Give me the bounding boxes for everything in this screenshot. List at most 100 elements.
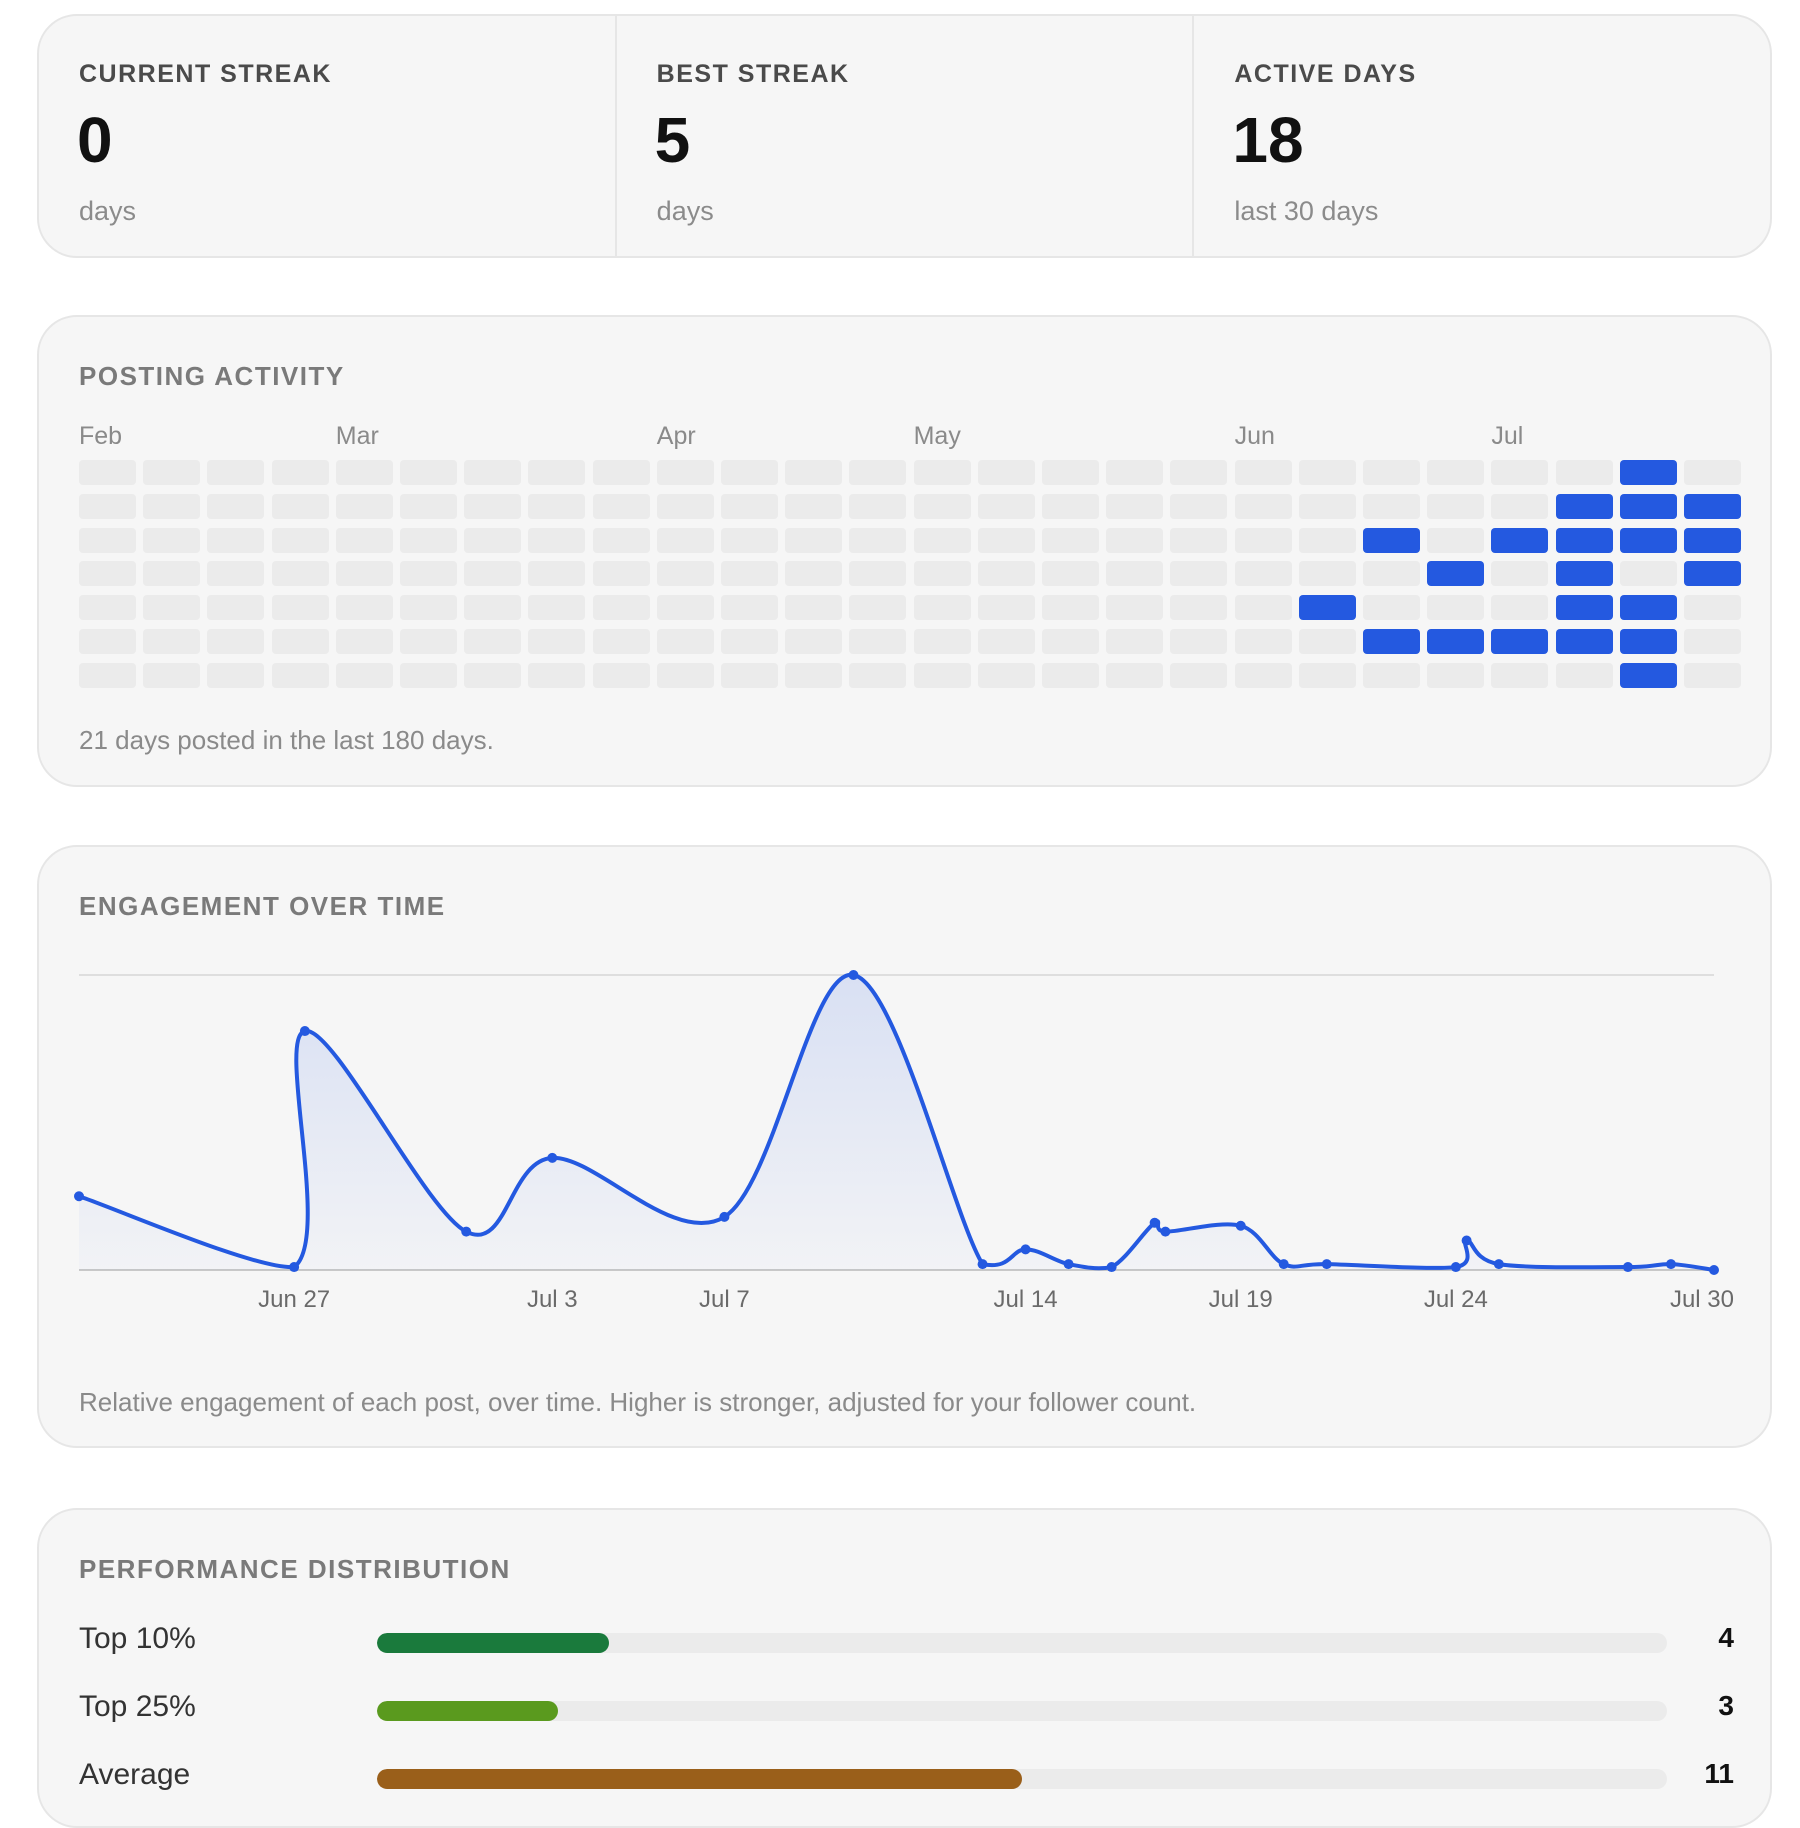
activity-cell-active xyxy=(1619,662,1677,688)
activity-cell xyxy=(143,662,201,688)
bar-track xyxy=(377,1701,1667,1721)
data-point[interactable] xyxy=(299,1026,310,1037)
data-point[interactable] xyxy=(461,1226,472,1237)
activity-cell xyxy=(464,662,522,688)
data-point[interactable] xyxy=(1063,1259,1074,1270)
activity-cell xyxy=(1234,662,1292,688)
activity-cell xyxy=(1234,595,1292,621)
activity-cell xyxy=(1298,561,1356,587)
x-tick-label: Jul 24 xyxy=(1424,1286,1488,1313)
activity-cell xyxy=(1555,662,1613,688)
activity-cell xyxy=(464,595,522,621)
posting-activity-card: POSTING ACTIVITY Feb Mar Apr May Jun Jul 21 d… xyxy=(37,315,1772,787)
data-point[interactable] xyxy=(1622,1262,1633,1273)
activity-cell-active xyxy=(1684,561,1741,587)
activity-cell xyxy=(1363,595,1420,621)
distribution-row-top10: Top 10% 4 xyxy=(79,1622,1734,1662)
activity-cell xyxy=(849,595,907,621)
activity-cell xyxy=(977,460,1035,485)
month-label: Jul xyxy=(1491,422,1524,450)
activity-cell xyxy=(977,629,1035,654)
data-point[interactable] xyxy=(1665,1259,1676,1270)
activity-cell xyxy=(1363,662,1420,688)
data-point[interactable] xyxy=(1709,1265,1719,1275)
activity-cell xyxy=(528,595,586,621)
activity-cell xyxy=(721,629,778,654)
month-label: Mar xyxy=(335,422,379,450)
data-point[interactable] xyxy=(1321,1259,1332,1270)
data-point[interactable] xyxy=(1149,1217,1160,1228)
stat-current-streak: CURRENT STREAK 0 days xyxy=(39,16,617,256)
data-point[interactable] xyxy=(1278,1259,1289,1270)
data-point[interactable] xyxy=(1235,1220,1246,1231)
x-tick-label: Jul 30 xyxy=(1670,1286,1734,1313)
activity-cell xyxy=(1170,595,1228,621)
activity-cell xyxy=(977,662,1035,688)
activity-cell xyxy=(400,460,457,485)
activity-cell xyxy=(1619,561,1677,587)
activity-cell xyxy=(1106,561,1164,587)
activity-cell xyxy=(849,460,907,485)
activity-cell xyxy=(1234,527,1292,553)
activity-cell xyxy=(1491,493,1549,519)
activity-cell xyxy=(1106,527,1164,553)
activity-cell xyxy=(271,460,329,485)
data-point[interactable] xyxy=(1461,1235,1472,1246)
month-label: May xyxy=(913,422,961,450)
x-tick-label: Jul 3 xyxy=(527,1286,578,1313)
activity-cell xyxy=(1491,460,1549,485)
activity-cell xyxy=(913,629,971,654)
activity-cell xyxy=(400,629,457,654)
data-point[interactable] xyxy=(547,1152,558,1163)
activity-cell xyxy=(207,527,265,553)
data-point[interactable] xyxy=(1450,1262,1461,1273)
data-point[interactable] xyxy=(1106,1262,1117,1273)
bar-track xyxy=(377,1769,1667,1789)
activity-cell xyxy=(656,527,714,553)
bar-fill xyxy=(377,1701,558,1721)
data-point[interactable] xyxy=(1160,1226,1171,1237)
activity-cell xyxy=(79,595,136,621)
activity-cell xyxy=(271,493,329,519)
activity-cell xyxy=(1170,527,1228,553)
stat-unit: days xyxy=(656,196,714,226)
activity-cell xyxy=(721,595,778,621)
activity-cell xyxy=(656,561,714,587)
activity-cell-active xyxy=(1491,629,1549,654)
data-point[interactable] xyxy=(719,1211,730,1222)
activity-cell-active xyxy=(1491,527,1549,553)
activity-cell xyxy=(528,527,586,553)
stat-value: 5 xyxy=(654,104,691,176)
activity-cell-active xyxy=(1619,629,1677,654)
activity-cell xyxy=(656,493,714,519)
activity-cell xyxy=(400,662,457,688)
activity-cell xyxy=(1491,561,1549,587)
data-point[interactable] xyxy=(1020,1244,1031,1255)
activity-cell-active xyxy=(1619,527,1677,553)
data-point[interactable] xyxy=(848,970,859,980)
activity-cell xyxy=(721,561,778,587)
activity-cell xyxy=(335,595,393,621)
activity-cell xyxy=(656,595,714,621)
activity-cell-active xyxy=(1684,527,1741,553)
row-count: 4 xyxy=(1718,1622,1734,1653)
activity-cell xyxy=(143,629,201,654)
activity-cell xyxy=(1170,561,1228,587)
data-point[interactable] xyxy=(1493,1259,1504,1270)
activity-cell xyxy=(1042,662,1099,688)
activity-cell xyxy=(464,527,522,553)
data-point[interactable] xyxy=(289,1262,300,1273)
activity-cell xyxy=(785,527,843,553)
activity-cell xyxy=(335,493,393,519)
data-point[interactable] xyxy=(74,1191,84,1202)
data-point[interactable] xyxy=(977,1259,988,1270)
month-label: Apr xyxy=(656,422,696,450)
distribution-row-average: Average 11 xyxy=(79,1758,1734,1798)
performance-distribution-card: PERFORMANCE DISTRIBUTION Top 10% 4 Top 2… xyxy=(37,1508,1772,1828)
activity-cell xyxy=(656,662,714,688)
activity-cell xyxy=(592,561,650,587)
activity-cell xyxy=(1106,493,1164,519)
stat-value: 18 xyxy=(1232,104,1304,176)
activity-cell xyxy=(1170,460,1228,485)
activity-cell xyxy=(913,493,971,519)
